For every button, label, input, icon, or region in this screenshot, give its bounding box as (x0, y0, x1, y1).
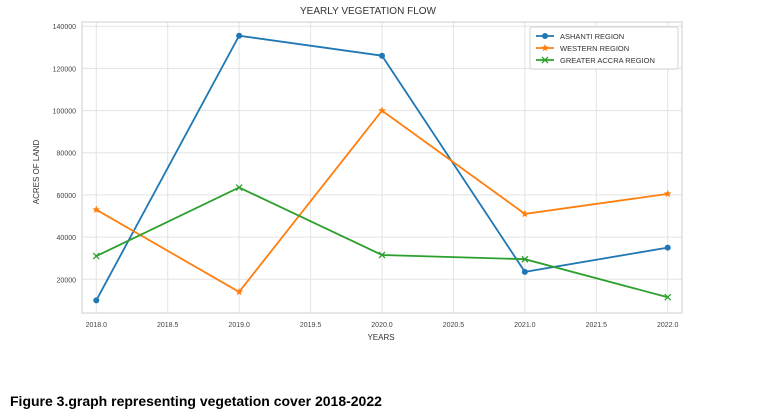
data-point (235, 287, 243, 296)
data-point (236, 32, 243, 39)
data-point (664, 293, 672, 301)
data-point (235, 184, 243, 191)
legend-entry-label: GREATER ACCRA REGION (560, 56, 655, 65)
series-ashanti-region (93, 32, 671, 304)
chart-title: YEARLY VEGETATION FLOW (300, 6, 437, 17)
y-axis-label: ACRES OF LAND (32, 140, 41, 205)
y-tick-label: 100000 (53, 109, 76, 116)
chart-area: 20000 40000 60000 80000 100000 120000 140000 2… (32, 6, 683, 342)
data-point (663, 189, 672, 198)
legend-entry-label: WESTERN REGION (560, 44, 629, 53)
x-tick-label: 2021.5 (586, 322, 608, 329)
data-point (521, 268, 528, 275)
series-western-region (92, 106, 672, 296)
x-axis: 2018.0 2018.5 2019.0 2019.5 2020.0 2020.5 2021… (86, 322, 679, 329)
data-point (541, 44, 549, 52)
series-greater-accra-region (92, 184, 672, 301)
x-tick-label: 2018.0 (86, 322, 108, 329)
data-point (92, 205, 101, 213)
y-tick-label: 140000 (53, 24, 76, 31)
data-point (521, 209, 529, 218)
data-point (521, 255, 529, 263)
data-point (542, 33, 548, 39)
series-group (92, 32, 672, 304)
data-point (92, 252, 100, 260)
x-tick-label: 2019.5 (300, 322, 322, 329)
x-axis-label: YEARS (367, 333, 394, 342)
x-tick-label: 2020.0 (371, 322, 393, 329)
y-tick-label: 20000 (57, 277, 77, 284)
data-point (541, 56, 549, 64)
legend-entry-label: ASHANTI REGION (560, 32, 624, 41)
line-chart: 20000 40000 60000 80000 100000 120000 140000 2… (32, 6, 683, 342)
y-axis: 20000 40000 60000 80000 100000 120000 140000 (53, 24, 76, 284)
legend: ASHANTI REGION WESTERN REGION GREATER ACCR… (529, 26, 679, 70)
y-tick-label: 40000 (57, 235, 77, 242)
data-point (664, 244, 671, 251)
x-tick-label: 2022.0 (657, 322, 679, 329)
data-point (378, 251, 386, 259)
x-tick-label: 2019.0 (228, 322, 250, 329)
y-tick-label: 80000 (57, 151, 77, 158)
figure-caption: Figure 3.graph representing vegetation c… (10, 393, 382, 409)
data-point (93, 297, 100, 304)
x-tick-label: 2021.0 (514, 322, 536, 329)
data-point (378, 106, 386, 114)
x-tick-label: 2020.5 (443, 322, 465, 329)
legend-box (529, 26, 679, 70)
y-tick-label: 120000 (53, 66, 76, 73)
plot-frame (81, 21, 683, 314)
data-point (379, 52, 385, 59)
x-tick-label: 2018.5 (157, 322, 179, 329)
y-tick-label: 60000 (57, 193, 77, 200)
